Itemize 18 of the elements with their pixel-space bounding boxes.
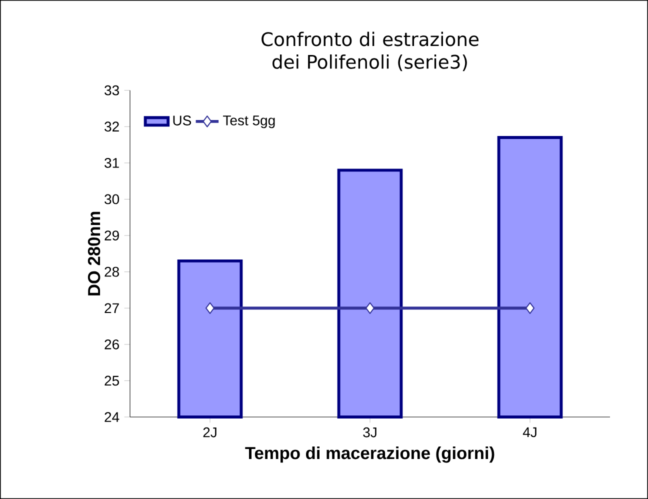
x-axis-title: Tempo di macerazione (giorni): [245, 446, 494, 463]
y-tick-label: 26: [104, 339, 119, 350]
y-tick-label: 29: [104, 230, 119, 240]
y-tick-label: 32: [104, 122, 119, 132]
chart-title: Confronto di estrazione dei Polifenoli (serie3): [262, 32, 479, 72]
y-tick-label: 31: [104, 158, 119, 168]
y-tick-label: 27: [104, 303, 119, 313]
x-tick-label: 3J: [363, 427, 376, 438]
y-axis-title: DO 280nm: [88, 212, 100, 296]
legend-label: Test 5gg: [223, 116, 275, 128]
y-tick-label: 24: [104, 412, 120, 422]
x-tick-label: 2J: [203, 427, 216, 438]
x-tick-label: 4J: [522, 427, 536, 438]
y-tick-label: 30: [104, 194, 120, 204]
legend-label: US: [173, 116, 192, 126]
y-tick-label: 25: [104, 376, 120, 386]
y-tick-label: 33: [104, 85, 119, 96]
y-tick-label: 28: [104, 266, 119, 277]
